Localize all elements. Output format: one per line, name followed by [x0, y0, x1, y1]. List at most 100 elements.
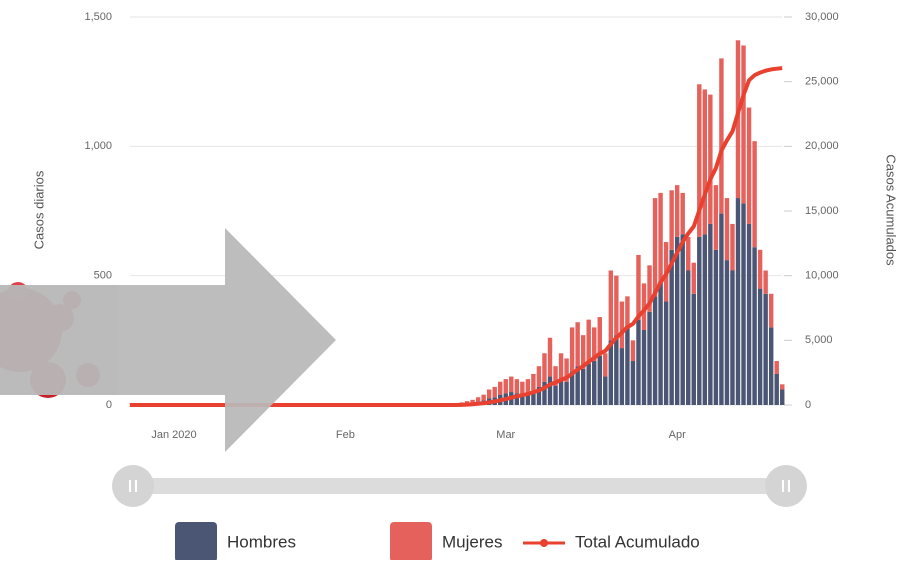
bar: [548, 338, 552, 377]
legend-label: Hombres: [227, 532, 296, 551]
bar: [675, 237, 679, 405]
y2-tick-label: 5,000: [805, 334, 833, 346]
bar: [487, 389, 491, 398]
bar: [470, 400, 474, 403]
bar: [548, 377, 552, 405]
bar: [653, 198, 657, 296]
bar: [553, 386, 557, 405]
range-slider: [112, 465, 807, 507]
bar: [625, 327, 629, 405]
bar: [686, 270, 690, 405]
y-axis-title: Casos diarios: [31, 170, 46, 249]
bar: [614, 335, 618, 405]
bar: [586, 320, 590, 364]
bar: [741, 45, 745, 203]
bar: [559, 380, 563, 405]
bar: [658, 281, 662, 405]
bar: [680, 234, 684, 405]
bar: [703, 234, 707, 405]
bar: [714, 185, 718, 250]
legend-swatch: [390, 522, 432, 560]
y2-tick-label: 10,000: [805, 270, 839, 282]
x-tick-label: Feb: [336, 429, 355, 441]
bar: [747, 108, 751, 224]
y2-tick-label: 0: [805, 399, 811, 411]
bar: [664, 302, 668, 405]
bar: [692, 294, 696, 405]
bar: [708, 95, 712, 224]
legend-marker: [540, 539, 548, 547]
bar: [631, 340, 635, 361]
bar: [531, 374, 535, 391]
bar: [636, 320, 640, 405]
bar: [504, 379, 508, 393]
bar: [675, 185, 679, 237]
bar: [680, 193, 684, 234]
bar: [481, 395, 485, 401]
y-tick-label: 0: [106, 399, 112, 411]
y-tick-label: 1,000: [84, 140, 112, 152]
bar: [780, 384, 784, 389]
bar: [730, 270, 734, 405]
x-tick-label: Mar: [496, 429, 515, 441]
bar: [758, 289, 762, 405]
bar: [703, 89, 707, 234]
bar: [747, 224, 751, 405]
bar: [758, 250, 762, 289]
slider-handle[interactable]: [765, 465, 807, 507]
bar: [741, 203, 745, 405]
legend-swatch: [175, 522, 217, 560]
bar: [609, 340, 613, 405]
bar: [609, 270, 613, 340]
chart: 05001,0001,50005,00010,00015,00020,00025…: [0, 0, 917, 560]
legend-label: Total Acumulado: [575, 532, 700, 551]
bar: [697, 237, 701, 405]
slider-track[interactable]: [130, 478, 786, 494]
bar: [714, 250, 718, 405]
bar: [642, 330, 646, 405]
bar: [763, 270, 767, 293]
bar: [719, 58, 723, 213]
page: {"chart_data": {"type": "bar", "categori…: [0, 0, 917, 560]
bar: [647, 312, 651, 405]
bar: [730, 224, 734, 271]
bar: [586, 364, 590, 405]
bar: [559, 353, 563, 380]
bar: [725, 260, 729, 405]
bar: [564, 382, 568, 405]
legend: Hombres Mujeres Total Acumulado: [175, 522, 700, 560]
bar: [719, 214, 723, 405]
bar: [520, 382, 524, 395]
slider-handle[interactable]: [112, 465, 154, 507]
bar: [515, 379, 519, 393]
bar: [509, 377, 513, 393]
bar: [752, 141, 756, 247]
x-tick-label: Jan 2020: [151, 429, 196, 441]
bar: [575, 322, 579, 366]
bar: [592, 361, 596, 405]
bar: [620, 348, 624, 405]
arrow-tail: [0, 285, 118, 395]
bar: [620, 302, 624, 349]
bar: [692, 263, 696, 294]
bar: [769, 294, 773, 328]
bar: [526, 379, 530, 393]
overlay-graphic: [0, 228, 336, 452]
y-tick-label: 1,500: [84, 11, 112, 23]
bar: [631, 361, 635, 405]
bar: [774, 374, 778, 405]
bar: [492, 387, 496, 397]
y-tick-label: 500: [94, 270, 112, 282]
x-tick-label: Apr: [669, 429, 686, 441]
legend-label: Mujeres: [442, 532, 502, 551]
bar: [686, 237, 690, 271]
bar: [614, 276, 618, 335]
bar: [598, 317, 602, 356]
bar: [625, 296, 629, 327]
bar: [603, 353, 607, 376]
bar: [658, 193, 662, 281]
bar: [669, 190, 673, 249]
bar: [669, 250, 673, 405]
bar: [476, 397, 480, 401]
bar: [581, 369, 585, 405]
